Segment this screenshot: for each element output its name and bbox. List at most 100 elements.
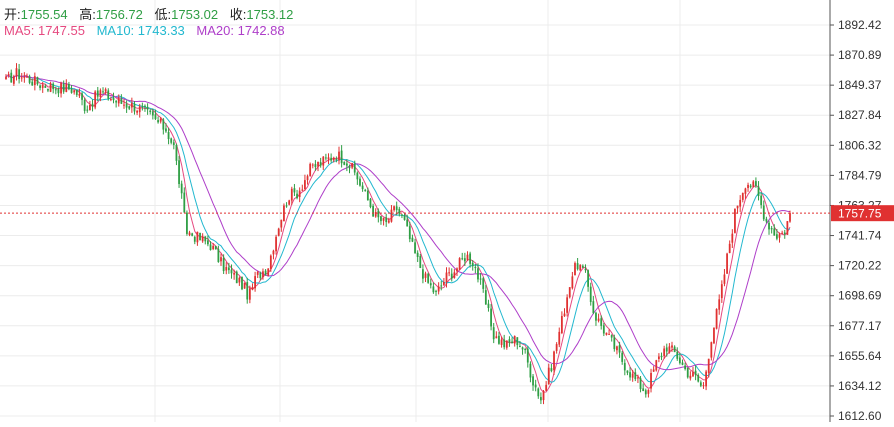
- candle-body: [125, 103, 128, 108]
- candle-body: [243, 282, 246, 289]
- candle-body: [36, 77, 39, 85]
- candle-body: [558, 331, 561, 345]
- candle-body: [165, 128, 167, 132]
- candle-body: [553, 351, 555, 371]
- candle-body: [474, 267, 477, 269]
- candle-body: [246, 282, 249, 300]
- candle-body: [364, 189, 367, 191]
- candle-body: [707, 358, 710, 373]
- candle-body: [86, 109, 89, 111]
- grid-lines: [0, 0, 830, 422]
- high-label: 高:: [79, 7, 96, 22]
- candle-body: [75, 89, 78, 95]
- candle-body: [269, 255, 272, 269]
- candle-body: [351, 163, 354, 168]
- candle-body: [380, 216, 382, 222]
- candle-body: [133, 103, 136, 112]
- candle-body: [188, 232, 191, 236]
- candle-body: [718, 299, 721, 310]
- ma20-label: MA20:: [196, 23, 234, 38]
- candle-body: [361, 185, 364, 190]
- candle-body: [498, 335, 500, 344]
- candle-body: [369, 198, 372, 208]
- candle-body: [180, 183, 183, 194]
- candle-body: [49, 83, 52, 92]
- candle-body: [348, 165, 351, 169]
- candle-body: [647, 389, 650, 394]
- candle-body: [109, 99, 112, 101]
- candle-body: [513, 335, 516, 344]
- candle-body: [550, 368, 553, 372]
- candle-body: [44, 85, 47, 88]
- candle-body: [398, 208, 401, 214]
- candle-body: [73, 90, 76, 93]
- candle-body: [290, 188, 293, 201]
- candle-body: [424, 273, 427, 278]
- candle-body: [534, 384, 537, 388]
- candle-body: [387, 220, 390, 223]
- candle-body: [571, 276, 574, 289]
- candle-body: [574, 263, 576, 276]
- candle-body: [419, 256, 422, 268]
- ma10-value: 1743.33: [137, 23, 185, 38]
- candle-body: [529, 363, 532, 378]
- candle-body: [503, 339, 506, 348]
- candle-body: [217, 249, 220, 262]
- candle-body: [437, 286, 440, 292]
- candle-body: [644, 390, 647, 395]
- candle-body: [484, 290, 487, 305]
- candle-body: [516, 337, 519, 346]
- ma5-label: MA5:: [4, 23, 35, 38]
- candle-body: [547, 367, 550, 385]
- candle-body: [770, 228, 773, 230]
- last-price-badge: [831, 205, 894, 222]
- y-tick-label: 1827.84: [838, 108, 882, 122]
- low-label: 低:: [154, 7, 172, 22]
- candle-body: [432, 286, 435, 293]
- candle-body: [39, 85, 41, 88]
- candle-body: [7, 74, 10, 76]
- candle-body: [757, 186, 760, 197]
- candle-body: [408, 226, 411, 240]
- candle-body: [117, 98, 120, 104]
- candle-body: [209, 244, 212, 251]
- candle-body: [94, 91, 97, 108]
- candle-body: [330, 157, 333, 161]
- price-axis: 1892.42 1870.89 1849.37 1827.84 1806.32 1784.…: [829, 0, 882, 423]
- candle-body: [684, 365, 687, 370]
- candle-body: [458, 258, 461, 270]
- candle-body: [83, 99, 86, 111]
- candle-body: [259, 273, 262, 279]
- candle-body: [322, 156, 325, 166]
- candle-body: [663, 348, 666, 357]
- candle-body: [89, 104, 91, 111]
- candle-body: [317, 161, 319, 167]
- candle-body: [490, 308, 492, 327]
- candle-body: [146, 106, 149, 110]
- candle-body: [225, 267, 228, 271]
- candle-body: [689, 375, 692, 379]
- candle-body: [744, 188, 747, 194]
- candle-body: [138, 106, 141, 113]
- candle-body: [157, 120, 159, 123]
- candle-body: [471, 262, 474, 267]
- candle-body: [416, 252, 419, 257]
- candle-body: [78, 93, 81, 96]
- candle-body: [283, 205, 285, 222]
- candle-body: [10, 72, 13, 83]
- candle-body: [697, 375, 700, 382]
- candle-body: [241, 276, 243, 290]
- candle-body: [616, 346, 618, 351]
- candle-body: [581, 265, 584, 268]
- candle-body: [175, 144, 178, 161]
- candle-body: [120, 98, 123, 104]
- candle-body: [563, 313, 566, 317]
- candle-body: [728, 243, 731, 253]
- candle-body: [20, 77, 23, 79]
- ma5-item: MA5: 1747.55: [4, 23, 85, 38]
- candle-body: [739, 199, 742, 207]
- candle-body: [31, 81, 34, 86]
- y-tick-label: 1892.42: [838, 18, 882, 32]
